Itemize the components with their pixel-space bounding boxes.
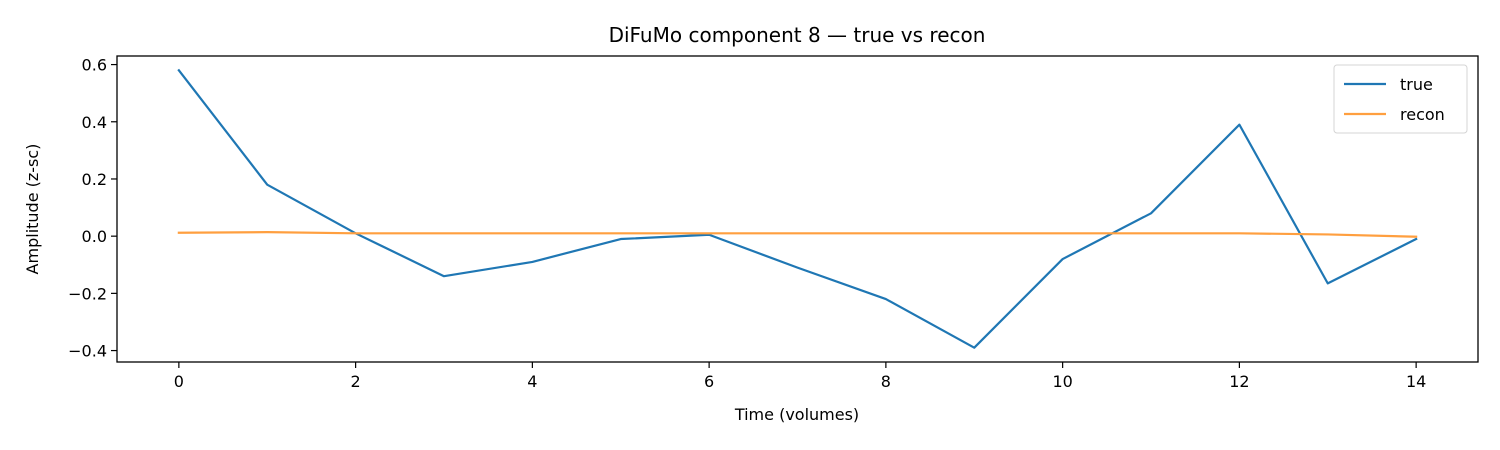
x-tick-label: 4 [527, 372, 537, 391]
plot-frame [116, 55, 1479, 363]
y-tick-label: −0.2 [68, 284, 107, 303]
y-tick-label: −0.4 [68, 342, 107, 361]
chart-title: DiFuMo component 8 — true vs recon [609, 23, 986, 47]
x-tick-label: 10 [1052, 372, 1072, 391]
y-tick-label: 0.0 [82, 227, 107, 246]
y-axis: 0.6 0.4 0.2 0.0 −0.2 −0.4 [68, 56, 117, 361]
x-axis-label: Time (volumes) [734, 405, 859, 424]
y-tick-label: 0.6 [82, 56, 107, 75]
legend-label-true: true [1400, 75, 1433, 94]
y-tick-label: 0.2 [82, 170, 107, 189]
x-tick-label: 0 [174, 372, 184, 391]
y-axis-label: Amplitude (z-sc) [23, 144, 42, 275]
x-axis: 0 2 4 6 8 10 12 14 [174, 362, 1426, 391]
legend-box [1333, 64, 1468, 134]
y-tick-label: 0.4 [82, 113, 107, 132]
plot-area [177, 68, 1418, 349]
legend: true recon [1333, 64, 1468, 134]
x-tick-label: 2 [351, 372, 361, 391]
x-tick-label: 12 [1229, 372, 1249, 391]
x-tick-label: 14 [1406, 372, 1426, 391]
series-line-true [177, 68, 1418, 349]
x-tick-label: 6 [704, 372, 714, 391]
x-tick-label: 8 [881, 372, 891, 391]
legend-label-recon: recon [1400, 105, 1445, 124]
series-line-recon [177, 231, 1418, 238]
